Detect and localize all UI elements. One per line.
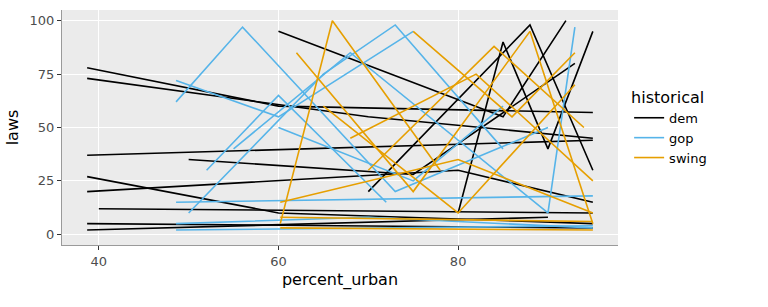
- svg-text:50: 50: [38, 120, 55, 135]
- svg-text:percent_urban: percent_urban: [282, 270, 398, 290]
- svg-text:0: 0: [46, 227, 54, 242]
- svg-text:dem: dem: [669, 111, 698, 126]
- svg-text:80: 80: [450, 254, 467, 269]
- svg-text:gop: gop: [669, 131, 693, 146]
- svg-text:40: 40: [91, 254, 108, 269]
- svg-text:historical: historical: [631, 88, 704, 107]
- svg-text:60: 60: [270, 254, 287, 269]
- svg-text:laws: laws: [3, 110, 22, 146]
- svg-text:100: 100: [30, 13, 55, 28]
- svg-text:75: 75: [38, 67, 55, 82]
- svg-text:swing: swing: [669, 151, 707, 166]
- svg-text:25: 25: [38, 173, 55, 188]
